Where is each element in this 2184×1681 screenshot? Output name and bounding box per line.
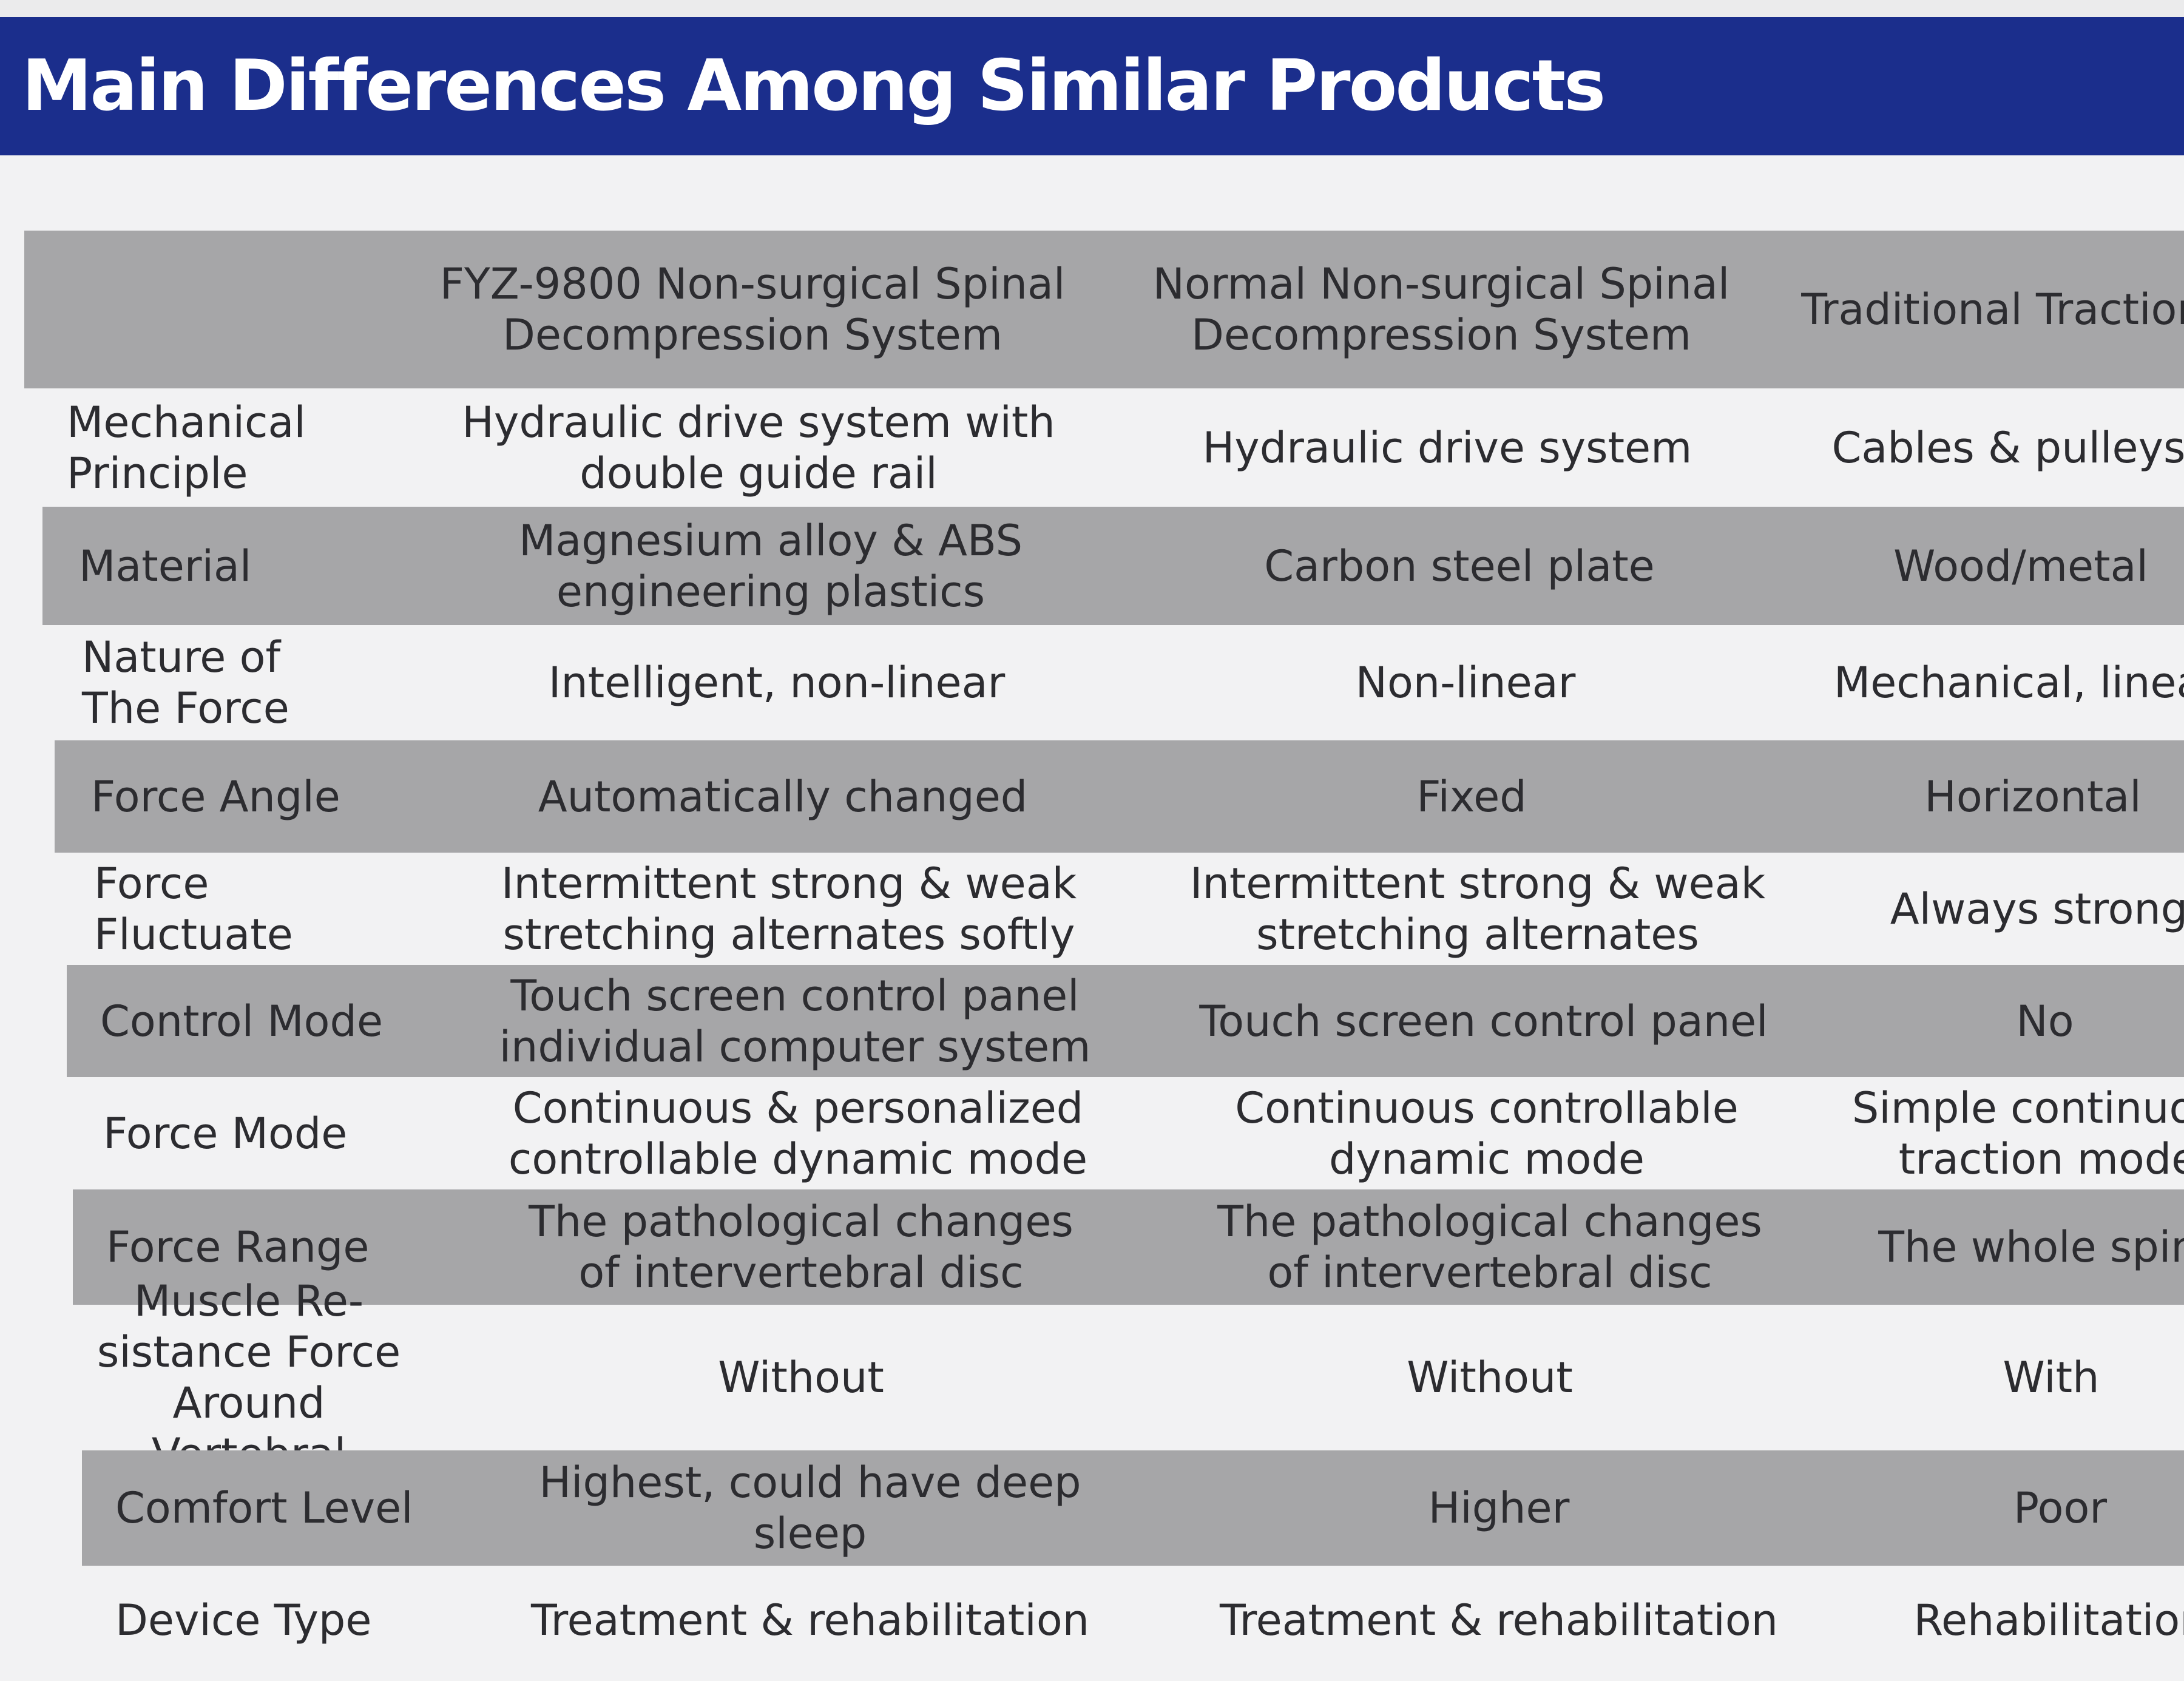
table-cell: Cables & pulleys	[1831, 422, 2184, 473]
table-cell: Hydraulic drive system	[1202, 422, 1692, 473]
header-fyz-9800: FYZ-9800 Non-surgical Spinal Decompressi…	[439, 259, 1066, 360]
header-empty-cell	[24, 231, 413, 388]
table-cell: Mechanical, linear	[1833, 658, 2184, 708]
table-row: Muscle Re- sistance Force Around Vertebr…	[73, 1276, 2184, 1479]
table-cell: No	[2016, 996, 2074, 1046]
table-cell: Higher	[1428, 1483, 1570, 1533]
row-label: Force Angle	[91, 771, 340, 822]
row-label: Control Mode	[100, 996, 384, 1046]
table-cell: Intermittent strong & weak stretching al…	[1189, 858, 1766, 959]
table-cell: Horizontal	[1924, 771, 2142, 822]
table-row: Force Mode Continuous & personalized con…	[70, 1077, 2184, 1189]
table-cell: Simple continuous traction mode	[1851, 1083, 2184, 1184]
table-row: Force Fluctuate Intermittent strong & we…	[61, 853, 2184, 965]
row-label: Nature of The Force	[82, 632, 289, 733]
table-cell: Intermittent strong & weak stretching al…	[501, 858, 1077, 959]
table-cell: With	[2003, 1353, 2100, 1402]
top-edge	[0, 0, 2184, 17]
table-cell: Fixed	[1416, 771, 1527, 822]
table-cell: The whole spine	[1878, 1222, 2184, 1272]
table-cell: Hydraulic drive system with double guide…	[462, 397, 1055, 498]
table-cell: Non-linear	[1355, 658, 1576, 708]
table-cell: Continuous & personalized controllable d…	[508, 1083, 1088, 1184]
table-row: Device Type Treatment & rehabilitation T…	[82, 1566, 2184, 1675]
table-cell: Treatment & rehabilitation	[530, 1595, 1090, 1645]
table-cell: Poor	[2013, 1483, 2108, 1533]
table-row: Force Range The pathological changes of …	[73, 1189, 2184, 1305]
table-cell: Touch screen control panel	[1199, 996, 1768, 1046]
table-cell: The pathological changes of intervertebr…	[529, 1197, 1073, 1297]
page-title: Main Differences Among Similar Products	[22, 45, 1606, 127]
row-label: Material	[79, 541, 252, 591]
table-cell: Rehabilitation	[1913, 1595, 2184, 1645]
table-row: Material Magnesium alloy & ABS engineeri…	[42, 507, 2184, 625]
table-row: Force Angle Automatically changed Fixed …	[55, 740, 2184, 853]
table-cell: Touch screen control panel individual co…	[499, 970, 1091, 1072]
table-cell: Automatically changed	[538, 771, 1028, 822]
row-label: Device Type	[115, 1595, 372, 1645]
table-cell: Highest, could have deep sleep	[539, 1458, 1081, 1558]
table-row: Nature of The Force Intelligent, non-lin…	[49, 625, 2184, 740]
table-cell: Wood/metal	[1893, 541, 2148, 591]
table-cell: Without	[718, 1353, 884, 1402]
row-label: Force Range	[106, 1222, 370, 1272]
table-cell: The pathological changes of intervertebr…	[1217, 1197, 1762, 1297]
row-label: Muscle Re- sistance Force Around Vertebr…	[96, 1276, 401, 1479]
table-cell: Intelligent, non-linear	[548, 658, 1006, 708]
title-banner: Main Differences Among Similar Products	[0, 17, 2184, 155]
header-normal-system: Normal Non-surgical Spinal Decompression…	[1152, 259, 1730, 360]
header-traditional-traction: Traditional Traction	[1801, 285, 2184, 334]
table-cell: Without	[1407, 1353, 1573, 1402]
table-cell: Continuous controllable dynamic mode	[1235, 1083, 1739, 1184]
table-row: Comfort Level Highest, could have deep s…	[82, 1450, 2184, 1566]
table-cell: Always strong	[1890, 884, 2184, 934]
row-label: Comfort Level	[115, 1483, 413, 1533]
table-header-row: FYZ-9800 Non-surgical Spinal Decompressi…	[24, 231, 2184, 388]
row-label: Force Fluctuate	[94, 858, 293, 959]
row-label: Mechanical Principle	[67, 397, 306, 498]
table-row: Mechanical Principle Hydraulic drive sys…	[30, 388, 2184, 507]
table-cell: Carbon steel plate	[1264, 541, 1655, 591]
row-label: Force Mode	[103, 1108, 348, 1158]
table-cell: Treatment & rehabilitation	[1219, 1595, 1779, 1645]
table-row: Control Mode Touch screen control panel …	[67, 965, 2184, 1077]
table-cell: Magnesium alloy & ABS engineering plasti…	[518, 515, 1023, 617]
